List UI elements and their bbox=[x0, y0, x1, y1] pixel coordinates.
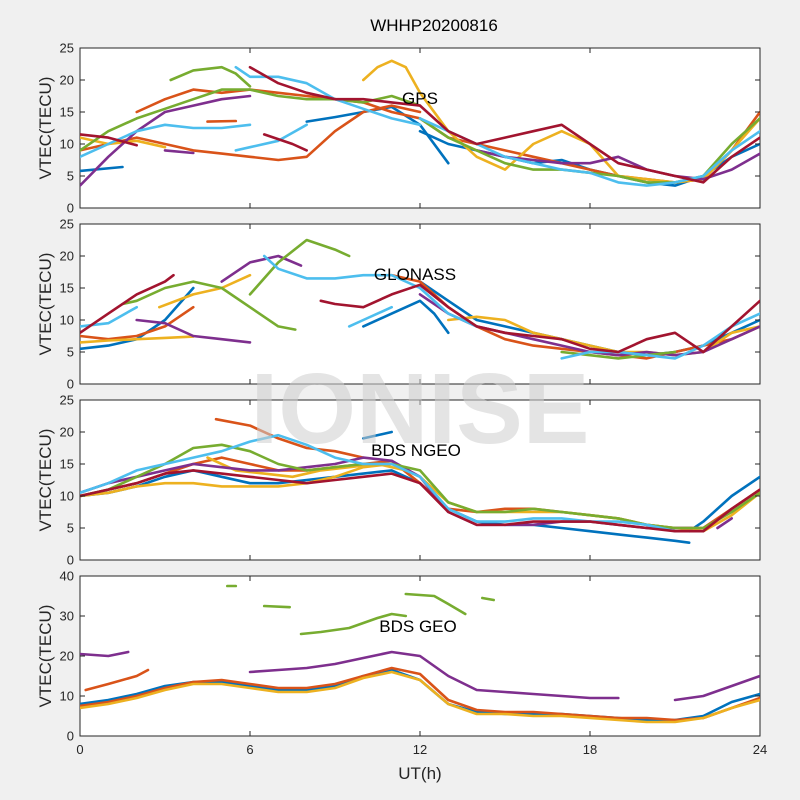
series-line bbox=[80, 670, 760, 724]
series-line bbox=[362, 299, 450, 335]
series-line bbox=[220, 254, 303, 283]
x-tick-label: 24 bbox=[753, 742, 767, 757]
series-line bbox=[248, 238, 351, 296]
series-line bbox=[206, 119, 238, 123]
series-line bbox=[80, 273, 175, 335]
panel-label: BDS GEO bbox=[379, 617, 456, 636]
series-line bbox=[80, 104, 422, 162]
series-line bbox=[80, 94, 252, 187]
x-axis-label: UT(h) bbox=[398, 764, 441, 783]
series-line bbox=[80, 433, 677, 533]
y-tick-label: 0 bbox=[67, 729, 74, 744]
y-tick-label: 0 bbox=[67, 553, 74, 568]
series-line bbox=[687, 475, 760, 533]
series-line bbox=[80, 88, 422, 152]
series-line bbox=[248, 65, 760, 184]
y-tick-label: 25 bbox=[60, 217, 74, 232]
series-line bbox=[135, 318, 252, 344]
y-tick-label: 10 bbox=[60, 489, 74, 504]
y-tick-label: 30 bbox=[60, 609, 74, 624]
y-tick-label: 10 bbox=[60, 137, 74, 152]
y-axis-label: VTEC(TECU) bbox=[36, 429, 55, 532]
x-tick-label: 6 bbox=[246, 742, 253, 757]
y-axis-label: VTEC(TECU) bbox=[36, 605, 55, 708]
series-line bbox=[80, 650, 130, 658]
panel-2: 0 5 10 15 20 25 VTEC(TECU) GLONASS bbox=[36, 217, 761, 392]
series-line bbox=[80, 666, 760, 722]
series-line bbox=[362, 430, 393, 440]
series-line bbox=[673, 674, 760, 702]
y-tick-label: 20 bbox=[60, 649, 74, 664]
series-line bbox=[234, 123, 308, 152]
x-tick-label: 12 bbox=[413, 742, 427, 757]
series-line bbox=[262, 254, 478, 328]
y-tick-label: 5 bbox=[67, 345, 74, 360]
y-tick-label: 0 bbox=[67, 201, 74, 216]
y-tick-label: 15 bbox=[60, 457, 74, 472]
series-line bbox=[234, 65, 422, 127]
series-line bbox=[262, 604, 291, 609]
series-line bbox=[80, 305, 195, 341]
series-line bbox=[299, 612, 408, 636]
chart-title: WHHP20200816 bbox=[370, 16, 498, 35]
series-line bbox=[163, 149, 195, 155]
y-tick-label: 25 bbox=[60, 41, 74, 56]
series-line bbox=[80, 469, 760, 533]
y-tick-label: 20 bbox=[60, 73, 74, 88]
y-tick-label: 5 bbox=[67, 521, 74, 536]
series-line bbox=[214, 417, 365, 459]
panels: 0 5 10 15 20 25 VTEC(TECU) GPS 0 5 10 15 20 25 VTEC(TE… bbox=[36, 41, 767, 758]
y-axis-label: VTEC(TECU) bbox=[36, 253, 55, 356]
panel-label: GPS bbox=[402, 89, 438, 108]
series-line bbox=[84, 668, 150, 692]
y-tick-label: 10 bbox=[60, 689, 74, 704]
series-group bbox=[80, 417, 760, 544]
x-tick-label: 0 bbox=[76, 742, 83, 757]
series-line bbox=[475, 149, 760, 181]
panel-4: 0 10 20 30 40 VTEC(TECU) BDS GEO 0 6 12 18 24 bbox=[36, 569, 767, 758]
series-line bbox=[80, 123, 252, 159]
y-tick-label: 40 bbox=[60, 569, 74, 584]
panel-1: 0 5 10 15 20 25 VTEC(TECU) GPS bbox=[36, 41, 761, 216]
watermark-text: IONISE bbox=[251, 353, 590, 465]
series-line bbox=[262, 133, 308, 152]
y-tick-label: 15 bbox=[60, 105, 74, 120]
series-line bbox=[347, 305, 393, 328]
series-line bbox=[716, 517, 733, 530]
series-line bbox=[121, 280, 297, 331]
series-group bbox=[80, 59, 760, 187]
series-group bbox=[80, 238, 760, 360]
series-line bbox=[169, 65, 252, 88]
y-tick-label: 0 bbox=[67, 377, 74, 392]
x-tick-label: 18 bbox=[583, 742, 597, 757]
series-line bbox=[80, 165, 124, 173]
series-line bbox=[80, 133, 138, 147]
series-line bbox=[319, 283, 760, 354]
series-line bbox=[404, 592, 467, 616]
y-tick-label: 15 bbox=[60, 281, 74, 296]
series-line bbox=[248, 650, 620, 700]
y-tick-label: 20 bbox=[60, 249, 74, 264]
panel-label: GLONASS bbox=[374, 265, 456, 284]
panel-3: 0 5 10 15 20 25 VTEC(TECU) BDS NGEO bbox=[36, 393, 761, 568]
series-line bbox=[80, 335, 195, 344]
y-tick-label: 25 bbox=[60, 393, 74, 408]
series-line bbox=[158, 273, 252, 309]
series-group bbox=[80, 584, 760, 724]
panel-label: BDS NGEO bbox=[371, 441, 461, 460]
y-axis-label: VTEC(TECU) bbox=[36, 77, 55, 180]
y-tick-label: 20 bbox=[60, 425, 74, 440]
series-line bbox=[481, 596, 495, 602]
y-tick-label: 5 bbox=[67, 169, 74, 184]
y-tick-label: 10 bbox=[60, 313, 74, 328]
